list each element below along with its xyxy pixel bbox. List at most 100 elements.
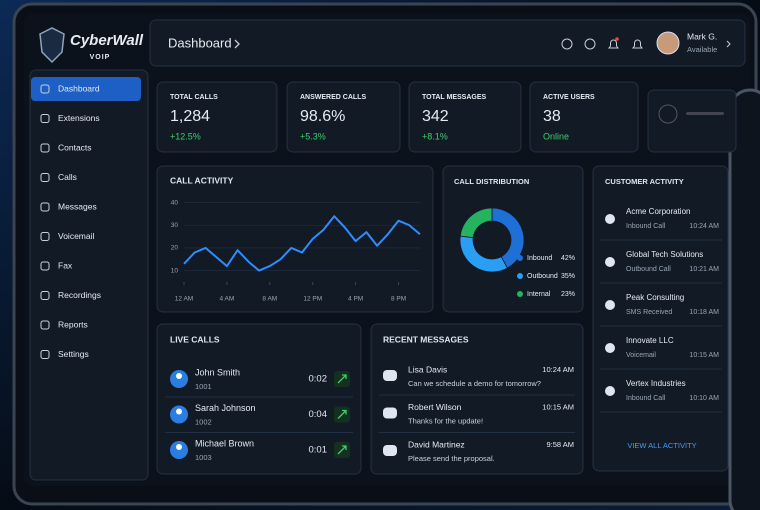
nav-icon bbox=[40, 320, 50, 330]
activity-name: Vertex Industries bbox=[626, 379, 686, 388]
caller-ext: 1003 bbox=[195, 453, 212, 462]
user-name: Mark G. bbox=[687, 31, 717, 41]
nav-item[interactable]: Voicemail bbox=[58, 231, 94, 241]
card-title: CALL ACTIVITY bbox=[170, 175, 234, 185]
call-action-icon bbox=[337, 374, 347, 384]
stat-label: TOTAL MESSAGES bbox=[422, 94, 487, 101]
legend-label: Inbound bbox=[527, 255, 552, 262]
search-icon[interactable] bbox=[561, 38, 573, 50]
activity-detail: Voicemail bbox=[626, 352, 656, 359]
user-status: Available bbox=[687, 45, 717, 54]
call-action-icon bbox=[337, 445, 347, 455]
brand-name: CyberWall bbox=[70, 32, 144, 49]
sidebar bbox=[29, 69, 149, 481]
alerts-icon[interactable] bbox=[608, 39, 619, 49]
notifications-icon[interactable] bbox=[632, 39, 643, 49]
nav-item[interactable]: Fax bbox=[58, 260, 73, 270]
view-all-link[interactable]: VIEW ALL ACTIVITY bbox=[627, 441, 696, 450]
stat-card bbox=[408, 81, 522, 153]
nav-item[interactable]: Recordings bbox=[58, 290, 101, 300]
activity-time: 10:18 AM bbox=[689, 309, 719, 316]
caller-name: John Smith bbox=[195, 367, 240, 377]
phone-edge bbox=[728, 88, 760, 510]
y-tick-label: 40 bbox=[171, 199, 179, 206]
nav-active bbox=[31, 77, 141, 101]
message-time: 10:24 AM bbox=[542, 365, 574, 374]
nav-icon bbox=[40, 143, 50, 153]
sender-name: Robert Wilson bbox=[408, 402, 462, 412]
message-text: Can we schedule a demo for tomorrow? bbox=[408, 379, 541, 388]
activity-time: 10:21 AM bbox=[689, 266, 719, 273]
stat-value: 38 bbox=[543, 108, 561, 125]
stat-card bbox=[647, 89, 737, 153]
activity-name: Acme Corporation bbox=[626, 207, 690, 216]
page-title: Dashboard bbox=[168, 35, 232, 50]
recent-messages-card bbox=[370, 323, 584, 475]
chevron bbox=[234, 39, 240, 49]
stat-label: ACTIVE USERS bbox=[543, 94, 595, 101]
message-icon bbox=[383, 445, 397, 456]
x-tick-label: 4 AM bbox=[220, 296, 235, 303]
message-time: 9:58 AM bbox=[546, 440, 574, 449]
info-icon[interactable] bbox=[584, 38, 596, 50]
placeholder-bar bbox=[686, 112, 724, 115]
nav-icon bbox=[40, 261, 50, 271]
activity-icon bbox=[605, 386, 615, 396]
caller-avatar-head bbox=[176, 444, 182, 450]
caller-ext: 1002 bbox=[195, 417, 212, 426]
value-label: 35% bbox=[561, 273, 575, 280]
message-text: Thanks for the update! bbox=[408, 416, 483, 425]
call-activity-card bbox=[156, 165, 434, 313]
brand-sub: VOIP bbox=[90, 54, 111, 61]
nav-item[interactable]: Messages bbox=[58, 201, 97, 211]
nav-icon bbox=[40, 350, 50, 359]
nav-item[interactable]: Calls bbox=[58, 172, 77, 182]
call-duration: 0:04 bbox=[309, 409, 328, 420]
legend-label: Outbound bbox=[527, 273, 558, 280]
caller-name: Sarah Johnson bbox=[195, 403, 256, 413]
logo-shield bbox=[39, 27, 65, 64]
nav-item[interactable]: Settings bbox=[58, 349, 89, 359]
activity-name: Peak Consulting bbox=[626, 293, 684, 302]
message-icon bbox=[383, 407, 397, 419]
nav-icon bbox=[40, 232, 50, 241]
legend-label: Internal bbox=[527, 291, 551, 298]
stat-card bbox=[529, 81, 639, 153]
card-title: CALL DISTRIBUTION bbox=[454, 177, 529, 186]
activity-time: 10:24 AM bbox=[689, 223, 719, 230]
legend-swatch bbox=[517, 255, 523, 261]
value-label: 42% bbox=[561, 255, 575, 262]
legend-swatch bbox=[517, 291, 523, 297]
nav-icon bbox=[40, 173, 50, 182]
value-label: 23% bbox=[561, 291, 575, 298]
nav-item[interactable]: Reports bbox=[58, 319, 88, 329]
stat-card bbox=[286, 81, 401, 153]
activity-detail: Outbound Call bbox=[626, 266, 671, 273]
y-tick-label: 30 bbox=[171, 222, 179, 229]
y-tick-label: 20 bbox=[171, 245, 179, 252]
activity-icon bbox=[605, 300, 615, 310]
activity-time: 10:10 AM bbox=[689, 395, 719, 402]
caller-avatar-head bbox=[176, 373, 182, 379]
x-tick-label: 12 AM bbox=[175, 296, 193, 303]
avatar[interactable] bbox=[656, 31, 680, 55]
activity-name: Global Tech Solutions bbox=[626, 250, 703, 259]
nav-item[interactable]: Contacts bbox=[58, 142, 92, 152]
stat-change: +5.3% bbox=[300, 131, 326, 141]
nav-item[interactable]: Extensions bbox=[58, 113, 100, 123]
alert-dot bbox=[615, 37, 619, 41]
stat-value: 1,284 bbox=[170, 108, 210, 125]
message-icon bbox=[383, 370, 397, 381]
stat-value: 342 bbox=[422, 108, 449, 125]
nav-item[interactable]: Dashboard bbox=[58, 83, 100, 93]
activity-time: 10:15 AM bbox=[689, 352, 719, 359]
live-calls-card bbox=[156, 323, 362, 475]
activity-detail: SMS Received bbox=[626, 309, 672, 316]
stat-label: TOTAL CALLS bbox=[170, 94, 218, 101]
stat-change: +12.5% bbox=[170, 131, 201, 141]
header-bar bbox=[149, 19, 746, 67]
customer-activity-card bbox=[592, 165, 729, 472]
caller-name: Michael Brown bbox=[195, 438, 254, 448]
card-title: CUSTOMER ACTIVITY bbox=[605, 177, 684, 186]
activity-detail: Inbound Call bbox=[626, 223, 666, 230]
